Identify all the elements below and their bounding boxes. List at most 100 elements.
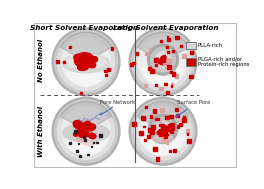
Bar [167,65,171,69]
Circle shape [62,107,110,156]
Wedge shape [60,32,112,62]
Ellipse shape [62,123,110,142]
Bar [162,61,165,64]
Ellipse shape [88,133,96,139]
Ellipse shape [86,124,96,131]
Bar [147,135,150,138]
Bar [171,85,172,87]
Bar [161,124,164,127]
Bar [77,150,78,152]
Bar [186,58,196,66]
Bar [171,83,173,85]
Bar [151,125,155,129]
Circle shape [165,128,168,131]
Bar [144,84,147,88]
Circle shape [157,131,162,135]
Circle shape [135,33,191,90]
Ellipse shape [73,120,85,130]
Bar [87,154,88,156]
Bar [159,124,161,126]
Ellipse shape [76,137,84,141]
Circle shape [151,47,175,72]
Bar [170,129,173,133]
Bar [159,133,162,136]
Bar [161,59,164,62]
Wedge shape [137,101,189,131]
Bar [142,116,145,120]
Bar [107,68,110,70]
Bar [145,106,147,108]
Bar [164,83,167,85]
Circle shape [131,30,195,93]
Ellipse shape [78,128,85,134]
Bar [159,129,161,131]
Wedge shape [65,65,107,86]
Circle shape [161,56,165,60]
Circle shape [52,97,120,165]
Circle shape [163,127,165,130]
Bar [166,46,168,48]
Bar [180,45,182,47]
Bar [155,64,157,66]
Text: Surface Pore: Surface Pore [175,100,210,117]
Bar [170,123,173,127]
Ellipse shape [90,57,97,63]
Bar [159,87,163,90]
Bar [69,142,71,144]
Bar [167,36,168,37]
Circle shape [131,100,195,163]
Circle shape [129,97,197,165]
Bar [176,114,179,117]
Bar [91,146,92,147]
Bar [155,118,157,120]
Text: PLLA-rich: PLLA-rich [198,43,223,48]
Bar [166,133,168,135]
Bar [111,47,113,50]
Ellipse shape [77,61,83,66]
Bar [153,109,156,112]
Bar [79,155,81,157]
Bar [161,61,164,64]
Bar [162,61,164,63]
Circle shape [52,28,120,96]
Bar [167,59,171,63]
Bar [175,108,178,111]
Bar [175,36,178,39]
Circle shape [129,28,197,96]
Wedge shape [142,134,184,155]
Bar [158,61,160,64]
Bar [143,125,145,127]
Bar [186,42,196,49]
Circle shape [164,126,167,129]
Circle shape [139,38,187,86]
Bar [153,147,157,151]
Text: Pore Network: Pore Network [100,100,135,115]
Ellipse shape [62,54,110,73]
Circle shape [164,127,168,131]
Circle shape [62,38,110,86]
Ellipse shape [66,55,106,69]
Bar [63,61,65,63]
Bar [160,108,164,112]
Circle shape [139,107,187,156]
Bar [187,139,191,143]
Ellipse shape [78,64,88,70]
Bar [166,91,169,94]
Bar [166,59,170,63]
Ellipse shape [84,121,91,126]
Bar [167,51,169,53]
Bar [93,142,94,143]
Bar [161,132,164,136]
Bar [159,121,162,123]
Bar [132,62,135,64]
Ellipse shape [85,53,91,58]
Bar [69,46,71,48]
Circle shape [161,57,165,62]
Bar [148,128,153,132]
Bar [164,62,166,64]
Bar [158,132,159,134]
Bar [165,116,169,119]
Bar [165,126,169,130]
Bar [83,136,86,138]
Bar [162,61,163,63]
